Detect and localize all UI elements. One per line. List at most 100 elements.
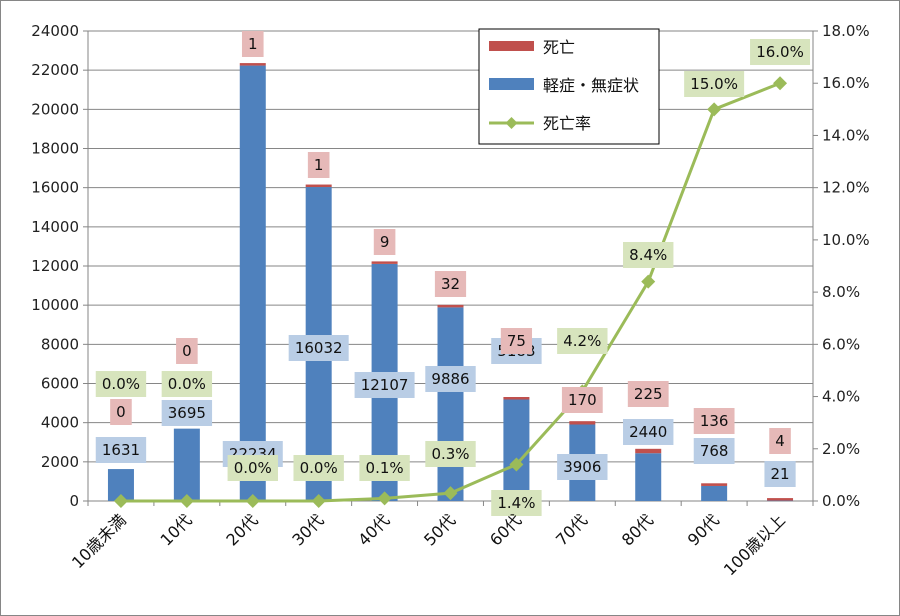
data-label-mild: 768 — [700, 442, 729, 460]
data-label-death: 32 — [441, 275, 460, 293]
bar-death — [701, 483, 728, 486]
data-label-death-bg — [769, 428, 791, 454]
data-label-death: 4 — [775, 432, 785, 450]
bar-mild — [635, 453, 662, 501]
x-tick-label: 50代 — [420, 510, 459, 549]
data-label-mild-bg — [693, 438, 735, 464]
data-label-rate-bg — [161, 371, 213, 397]
data-label-death: 0 — [116, 403, 126, 421]
data-label-mild: 3695 — [168, 404, 206, 422]
bar-mild — [503, 399, 530, 501]
data-label-mild: 12107 — [361, 376, 409, 394]
data-label-mild: 21 — [770, 465, 789, 483]
y-right-tick-label: 12.0% — [822, 179, 870, 197]
y-right-tick-label: 18.0% — [822, 22, 870, 40]
data-label-rate: 15.0% — [690, 75, 738, 93]
data-label-death: 75 — [507, 332, 526, 350]
bar-mild — [239, 65, 266, 501]
data-label-rate: 0.1% — [366, 459, 404, 477]
bar-mild — [767, 500, 794, 502]
data-label-death-bg — [307, 152, 330, 178]
data-label-mild-bg — [425, 366, 476, 392]
data-label-death-bg — [627, 381, 669, 407]
bar-death — [767, 498, 794, 501]
data-label-rate: 0.0% — [168, 375, 206, 393]
y-left-tick-label: 4000 — [41, 414, 79, 432]
x-tick-label: 40代 — [354, 510, 393, 549]
y-right-tick-label: 10.0% — [822, 231, 870, 249]
y-right-tick-label: 16.0% — [822, 74, 870, 92]
data-label-rate: 0.0% — [234, 459, 272, 477]
data-label-rate: 0.3% — [431, 445, 469, 463]
data-label-mild: 9886 — [431, 370, 469, 388]
x-tick-label: 30代 — [288, 510, 327, 549]
data-label-rate-bg — [557, 328, 608, 354]
data-label-death: 1 — [314, 156, 324, 174]
data-label-mild: 2440 — [629, 423, 667, 441]
y-left-tick-label: 16000 — [31, 179, 79, 197]
data-label-death-bg — [373, 229, 396, 255]
bar-death — [305, 184, 332, 188]
y-left-tick-label: 18000 — [31, 140, 79, 158]
data-label-mild-bg — [288, 335, 349, 361]
data-label-death-bg — [693, 408, 735, 434]
y-right-tick-label: 0.0% — [822, 492, 860, 510]
data-label-death: 9 — [380, 233, 390, 251]
bar-death — [371, 261, 398, 264]
data-label-death-bg — [434, 271, 467, 297]
rate-marker — [707, 102, 722, 117]
data-label-mild-bg — [557, 454, 608, 480]
bar-death — [239, 63, 266, 66]
bar-mild — [437, 307, 464, 501]
rate-marker — [443, 486, 458, 501]
rate-marker — [311, 494, 326, 508]
y-left-tick-label: 22000 — [31, 61, 79, 79]
y-left-tick-label: 14000 — [31, 218, 79, 236]
x-tick-label: 10代 — [157, 510, 196, 549]
data-label-mild: 16032 — [295, 339, 343, 357]
legend-label-rate: 死亡率 — [543, 114, 591, 133]
data-label-rate-bg — [684, 71, 745, 97]
x-tick-label: 60代 — [486, 510, 525, 549]
data-label-death-bg — [561, 387, 603, 413]
x-tick-label: 90代 — [684, 510, 723, 549]
legend-swatch-mild — [489, 78, 534, 90]
bar-mild — [701, 485, 728, 501]
legend-label-mild: 軽症・無症状 — [543, 76, 639, 95]
x-tick-label: 20代 — [222, 510, 261, 549]
rate-marker — [377, 491, 392, 506]
data-label-rate-bg — [293, 455, 344, 481]
x-tick-label: 80代 — [618, 510, 657, 549]
data-label-rate-bg — [359, 455, 410, 481]
data-label-death: 1 — [248, 35, 258, 53]
rate-marker — [245, 494, 260, 508]
data-label-rate-bg — [227, 455, 278, 481]
rate-marker — [641, 274, 656, 289]
legend-label-death: 死亡 — [543, 38, 575, 57]
data-label-rate: 1.4% — [497, 494, 535, 512]
data-label-rate: 4.2% — [563, 332, 601, 350]
data-label-death: 0 — [182, 342, 192, 360]
y-left-tick-label: 0 — [69, 492, 79, 510]
data-label-rate: 8.4% — [629, 246, 667, 264]
data-label-mild-bg — [764, 461, 796, 487]
bar-death — [437, 304, 464, 308]
y-right-tick-label: 14.0% — [822, 126, 870, 144]
y-left-tick-label: 2000 — [41, 453, 79, 471]
y-left-tick-label: 10000 — [31, 296, 79, 314]
y-left-tick-label: 24000 — [31, 22, 79, 40]
data-label-mild: 3906 — [563, 458, 601, 476]
data-label-death-bg — [110, 399, 132, 425]
y-left-tick-label: 6000 — [41, 375, 79, 393]
y-left-tick-label: 8000 — [41, 335, 79, 353]
x-tick-label: 10歳未満 — [68, 510, 130, 572]
rate-marker — [773, 76, 788, 91]
data-label-death-bg — [176, 338, 198, 364]
data-label-mild-bg — [623, 419, 674, 445]
data-label-rate-bg — [750, 39, 811, 65]
data-label-rate-bg — [425, 441, 476, 467]
rate-marker — [509, 457, 524, 472]
bar-death — [569, 421, 596, 425]
